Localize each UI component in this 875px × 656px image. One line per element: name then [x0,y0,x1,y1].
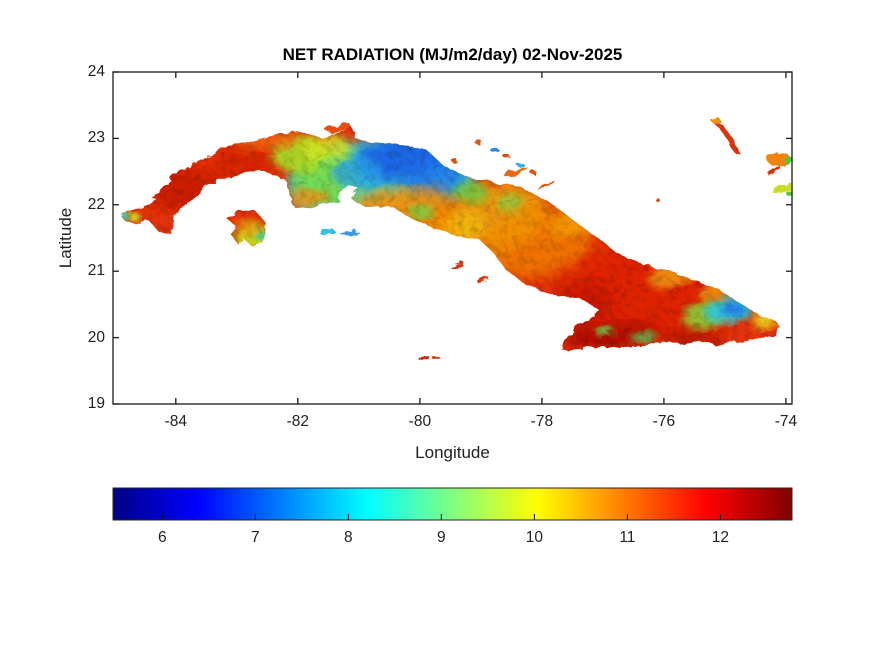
y-tick-label: 20 [87,328,105,346]
colorbar-tick-label: 11 [619,529,636,546]
long-island-bahamas [711,118,739,152]
colorbar-gradient [112,487,793,521]
colorbar-tick-label: 8 [344,529,353,546]
x-tick-label: -74 [774,413,798,430]
y-tick-label: 19 [87,395,105,412]
x-tick-label: -78 [530,413,554,430]
x-axis-label: Longitude [415,443,490,462]
x-tick-label: -84 [164,413,188,430]
x-tick-label: -76 [652,413,676,430]
x-tick-label: -80 [408,413,432,430]
y-tick-label: 21 [87,262,105,280]
figure-title: NET RADIATION (MJ/m2/day) 02-Nov-2025 [282,45,623,64]
y-axis-label: Latitude [56,207,75,269]
colorbar-tick-label: 9 [437,529,446,546]
y-tick-label: 22 [87,195,105,213]
map-land [117,115,792,360]
colorbar [112,487,793,521]
x-tick-label: -82 [286,413,310,430]
y-tick-label: 24 [87,63,105,80]
colorbar-tick-label: 7 [250,529,260,546]
y-tick-label: 23 [87,129,105,147]
axes-frame [112,71,793,405]
colorbar-tick-label: 10 [525,529,543,546]
colorbar-tick-label: 12 [711,529,729,546]
colorbar-tick-label: 6 [157,529,167,546]
